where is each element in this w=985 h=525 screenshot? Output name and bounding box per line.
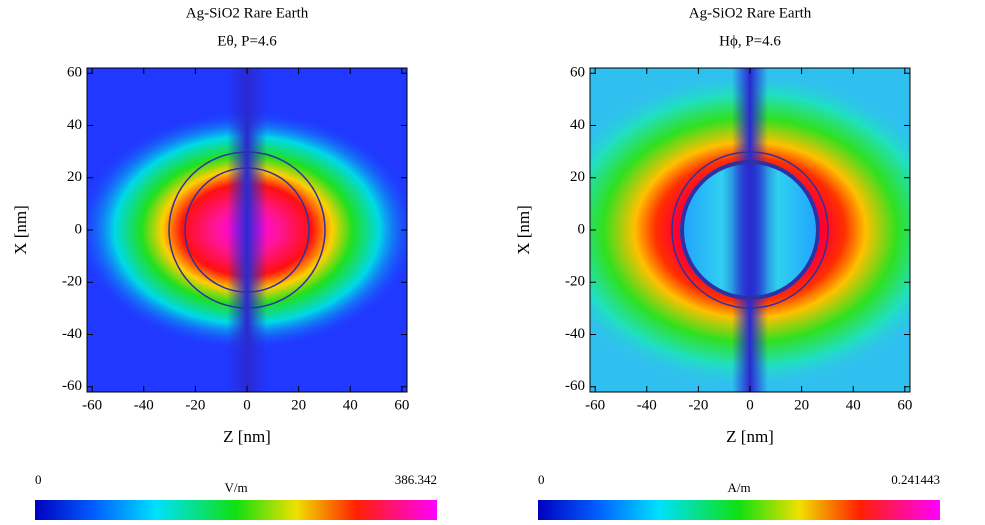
y-tick-label: 40 <box>570 117 585 133</box>
y-tick-label: -60 <box>565 378 585 394</box>
chart-title: Ag-SiO2 Rare Earth <box>689 5 812 21</box>
x-tick-label: -20 <box>688 397 708 413</box>
colorbar-unit: V/m <box>224 480 247 495</box>
y-axis-label: X [nm] <box>514 205 533 255</box>
x-tick-label: -40 <box>134 397 154 413</box>
y-tick-label: -40 <box>62 326 82 342</box>
x-tick-label: 60 <box>394 397 409 413</box>
chart-title: Ag-SiO2 Rare Earth <box>186 5 309 21</box>
colorbar-unit: A/m <box>727 480 750 495</box>
x-tick-label: 20 <box>291 397 306 413</box>
colorbar <box>538 500 940 520</box>
x-tick-label: 60 <box>897 397 912 413</box>
y-tick-label: 20 <box>67 169 82 185</box>
y-tick-label: -20 <box>565 274 585 290</box>
chart-subtitle: Eθ, P=4.6 <box>217 33 277 49</box>
y-tick-label: -40 <box>565 326 585 342</box>
x-tick-label: -20 <box>185 397 205 413</box>
y-tick-label: 0 <box>578 221 586 237</box>
x-tick-label: -60 <box>585 397 605 413</box>
x-tick-label: 0 <box>243 397 251 413</box>
y-tick-label: -60 <box>62 378 82 394</box>
y-axis-label: X [nm] <box>11 205 30 255</box>
x-tick-label: 20 <box>794 397 809 413</box>
x-axis-label: Z [nm] <box>223 427 271 446</box>
field-image <box>590 68 910 392</box>
field-image <box>87 68 407 392</box>
x-tick-label: 0 <box>746 397 754 413</box>
y-tick-label: 40 <box>67 117 82 133</box>
y-tick-label: 60 <box>67 65 82 81</box>
x-tick-label: 40 <box>846 397 861 413</box>
colorbar-min: 0 <box>35 472 42 487</box>
colorbar <box>35 500 437 520</box>
colorbar-max: 386.342 <box>395 472 437 487</box>
y-tick-label: 60 <box>570 65 585 81</box>
x-tick-label: 40 <box>343 397 358 413</box>
colorbar-min: 0 <box>538 472 545 487</box>
colorbar-max: 0.241443 <box>891 472 940 487</box>
y-tick-label: 20 <box>570 169 585 185</box>
chart-subtitle: Hϕ, P=4.6 <box>719 33 781 49</box>
y-tick-label: 0 <box>75 221 83 237</box>
x-tick-label: -60 <box>82 397 102 413</box>
x-axis-label: Z [nm] <box>726 427 774 446</box>
x-tick-label: -40 <box>637 397 657 413</box>
y-tick-label: -20 <box>62 274 82 290</box>
